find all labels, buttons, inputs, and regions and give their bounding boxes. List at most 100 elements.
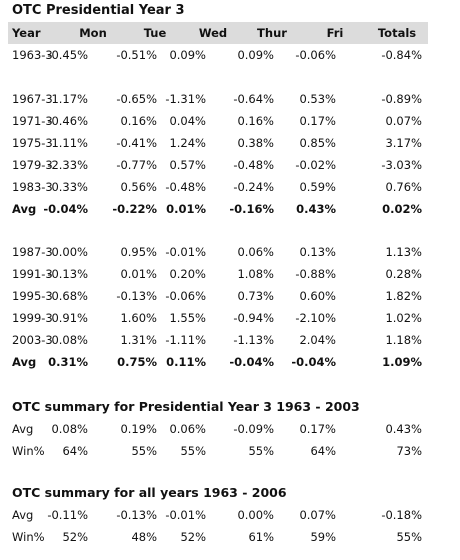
cell: -0.48% [233, 158, 274, 172]
cell: -0.41% [116, 136, 157, 150]
cell: 1991-3 [12, 267, 53, 281]
cell: 61% [248, 530, 274, 544]
cell: 1.82% [385, 289, 422, 303]
cell: 1979-3 [12, 158, 53, 172]
cell: -0.46% [47, 114, 88, 128]
cell: 0.60% [299, 289, 336, 303]
cell: 1983-3 [12, 180, 53, 194]
cell: -0.09% [233, 422, 274, 436]
cell: Win% [12, 444, 45, 458]
cell: 0.28% [385, 267, 422, 281]
cell: 0.00% [51, 245, 88, 259]
cell: -0.02% [295, 158, 336, 172]
cell: Avg [12, 422, 34, 436]
cell: 0.73% [237, 289, 274, 303]
cell: -0.89% [381, 92, 422, 106]
cell: 0.19% [120, 422, 157, 436]
cell: 55% [180, 444, 206, 458]
cell: -0.64% [233, 92, 274, 106]
cell: Avg [12, 355, 37, 369]
cell: -0.04% [229, 355, 274, 369]
cell: 64% [310, 444, 336, 458]
header-cell: Mon [79, 26, 107, 40]
summary-title: OTC summary for Presidential Year 3 1963… [12, 399, 360, 414]
cell: 52% [62, 530, 88, 544]
cell: 0.02% [382, 202, 422, 216]
cell: 1.55% [169, 311, 206, 325]
cell: 0.75% [117, 355, 157, 369]
cell: -1.31% [165, 92, 206, 106]
cell: 55% [396, 530, 422, 544]
table-title: OTC Presidential Year 3 [12, 3, 185, 18]
cell: 0.17% [299, 422, 336, 436]
header-cell: Fri [326, 26, 344, 40]
cell: -0.65% [116, 92, 157, 106]
cell: -2.10% [295, 311, 336, 325]
cell: 1.11% [51, 136, 88, 150]
cell: 0.68% [51, 289, 88, 303]
cell: -0.77% [116, 158, 157, 172]
cell: 0.57% [169, 158, 206, 172]
cell: 2003-3 [12, 333, 53, 347]
cell: -0.18% [381, 508, 422, 522]
cell: 0.59% [299, 180, 336, 194]
cell: 0.85% [299, 136, 336, 150]
cell: -0.22% [112, 202, 157, 216]
cell: 0.09% [237, 48, 274, 62]
cell: 1975-3 [12, 136, 53, 150]
cell: 0.07% [385, 114, 422, 128]
cell: 1.02% [385, 311, 422, 325]
cell: 1.18% [385, 333, 422, 347]
cell: 73% [396, 444, 422, 458]
cell: 0.56% [120, 180, 157, 194]
cell: -3.03% [381, 158, 422, 172]
cell: 0.43% [296, 202, 336, 216]
header-cell: Thur [257, 26, 287, 40]
cell: 64% [62, 444, 88, 458]
cell: -0.51% [116, 48, 157, 62]
cell: 0.13% [299, 245, 336, 259]
cell: -1.11% [165, 333, 206, 347]
cell: 0.17% [299, 114, 336, 128]
cell: -0.48% [165, 180, 206, 194]
cell: 0.76% [385, 180, 422, 194]
cell: 1999-3 [12, 311, 53, 325]
cell: -0.04% [43, 202, 88, 216]
cell: -0.06% [295, 48, 336, 62]
cell: 0.01% [166, 202, 206, 216]
summary-title: OTC summary for all years 1963 - 2006 [12, 485, 287, 500]
cell: 0.09% [169, 48, 206, 62]
cell: Avg [12, 202, 37, 216]
cell: -0.24% [233, 180, 274, 194]
cell: 0.08% [51, 333, 88, 347]
cell: -1.13% [233, 333, 274, 347]
cell: 0.11% [166, 355, 206, 369]
cell: 0.16% [120, 114, 157, 128]
cell: 0.07% [299, 508, 336, 522]
cell: 0.04% [169, 114, 206, 128]
cell: 1.24% [169, 136, 206, 150]
cell: -0.13% [116, 289, 157, 303]
cell: 0.33% [51, 180, 88, 194]
cell: -0.45% [47, 48, 88, 62]
cell: 1967-3 [12, 92, 53, 106]
cell: 0.91% [51, 311, 88, 325]
cell: 0.43% [385, 422, 422, 436]
cell: Avg [12, 508, 34, 522]
cell: 0.00% [237, 508, 274, 522]
cell: 1995-3 [12, 289, 53, 303]
cell: 48% [131, 530, 157, 544]
cell: 1.08% [237, 267, 274, 281]
cell: 0.31% [48, 355, 88, 369]
cell: 1.60% [120, 311, 157, 325]
cell: 1.09% [382, 355, 422, 369]
cell: -0.01% [165, 245, 206, 259]
cell: -0.94% [233, 311, 274, 325]
cell: 0.20% [169, 267, 206, 281]
cell: 1963-3 [12, 48, 53, 62]
cell: 0.38% [237, 136, 274, 150]
cell: 55% [248, 444, 274, 458]
cell: -0.04% [291, 355, 336, 369]
cell: 0.06% [237, 245, 274, 259]
cell: 1971-3 [12, 114, 53, 128]
